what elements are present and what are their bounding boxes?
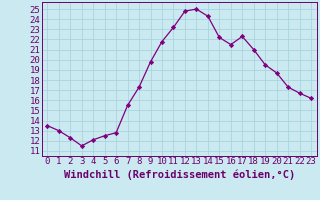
X-axis label: Windchill (Refroidissement éolien,°C): Windchill (Refroidissement éolien,°C) xyxy=(64,169,295,180)
